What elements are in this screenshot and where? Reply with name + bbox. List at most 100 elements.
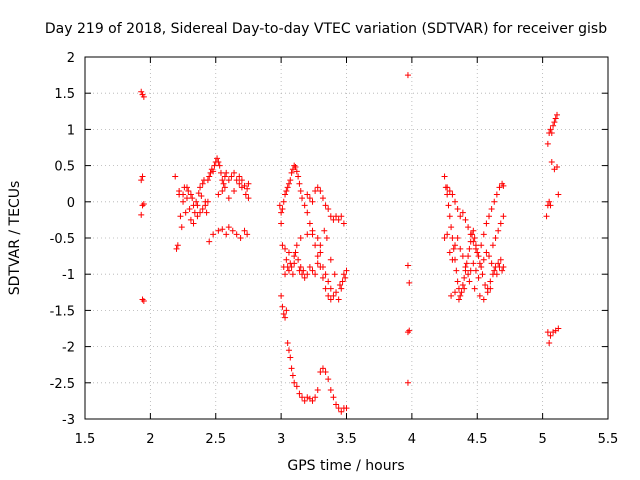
data-point <box>343 405 350 412</box>
data-point <box>194 202 201 209</box>
data-point <box>476 292 483 299</box>
data-point <box>448 224 455 231</box>
data-point <box>463 260 470 267</box>
data-point <box>300 267 307 274</box>
data-point <box>547 126 554 133</box>
data-point <box>444 184 451 191</box>
data-point <box>550 122 557 129</box>
data-point <box>441 173 448 180</box>
data-point <box>301 397 308 404</box>
data-point <box>319 365 326 372</box>
data-point <box>292 249 299 256</box>
data-point <box>475 274 482 281</box>
data-point <box>330 394 337 401</box>
data-point <box>312 187 319 194</box>
data-point <box>444 231 451 238</box>
data-point <box>487 278 494 285</box>
data-point <box>217 169 224 176</box>
data-point <box>312 271 319 278</box>
data-point <box>480 256 487 263</box>
data-point <box>314 253 321 260</box>
data-point <box>492 235 499 241</box>
data-point <box>319 195 326 202</box>
data-point <box>312 394 319 401</box>
data-point <box>297 263 304 270</box>
data-point <box>215 158 222 165</box>
data-point <box>467 231 474 238</box>
data-point <box>206 238 213 245</box>
data-point <box>139 173 146 180</box>
data-point <box>207 169 214 176</box>
data-point <box>480 231 487 238</box>
data-point <box>138 177 145 184</box>
data-point <box>304 209 311 216</box>
data-point <box>466 245 473 252</box>
data-point <box>450 245 457 252</box>
data-point <box>291 162 298 169</box>
data-point <box>493 191 500 198</box>
data-point <box>233 231 240 238</box>
data-point <box>187 216 194 223</box>
data-point <box>482 282 489 289</box>
data-point <box>214 155 221 162</box>
data-point <box>291 379 298 386</box>
data-point <box>552 115 559 122</box>
data-point <box>479 271 486 278</box>
plot-frame <box>84 56 609 420</box>
data-point <box>287 354 294 361</box>
x-tick-label: 5.5 <box>598 432 619 447</box>
data-point <box>314 260 321 267</box>
chart-title: Day 219 of 2018, Sidereal Day-to-day VTE… <box>45 21 607 37</box>
data-point <box>283 307 290 314</box>
data-point <box>543 213 550 220</box>
data-point <box>288 365 295 372</box>
x-tick-label: 4.5 <box>467 432 488 447</box>
data-point <box>189 195 196 202</box>
data-point <box>325 278 332 285</box>
data-point <box>304 271 311 278</box>
data-point <box>186 206 193 213</box>
data-point <box>180 191 187 198</box>
data-point <box>295 256 302 263</box>
data-point <box>470 227 477 234</box>
grid-lines <box>85 57 608 419</box>
data-point <box>140 93 147 100</box>
data-point <box>296 180 303 187</box>
data-point <box>285 347 292 354</box>
data-point <box>306 195 313 202</box>
data-point <box>279 303 286 310</box>
data-point <box>219 187 226 194</box>
data-point <box>283 187 290 194</box>
data-point <box>319 274 326 281</box>
data-point <box>139 296 146 303</box>
data-point <box>495 227 502 234</box>
data-point <box>306 220 313 227</box>
data-point <box>333 401 340 408</box>
data-point <box>489 242 496 249</box>
data-point <box>293 242 300 249</box>
data-point <box>548 158 555 165</box>
data-point <box>546 198 553 205</box>
data-point <box>225 224 232 231</box>
data-point <box>457 213 464 220</box>
data-point <box>554 164 561 171</box>
data-point <box>314 184 321 191</box>
data-point <box>191 209 198 216</box>
data-point <box>301 274 308 281</box>
data-point <box>216 162 223 169</box>
y-tick-label: 0.5 <box>54 160 75 175</box>
data-point <box>174 242 181 249</box>
data-point <box>547 332 554 339</box>
data-point <box>244 231 251 238</box>
data-point <box>555 191 562 198</box>
data-point <box>339 278 346 285</box>
data-point <box>335 296 342 303</box>
y-tick-label: -0.5 <box>50 232 75 247</box>
data-point <box>322 271 329 278</box>
data-point <box>480 296 487 303</box>
x-tick-label: 3.5 <box>336 432 357 447</box>
data-point <box>299 271 306 278</box>
data-point <box>244 185 251 192</box>
data-point <box>483 220 490 227</box>
y-tick-label: -3 <box>62 413 75 428</box>
